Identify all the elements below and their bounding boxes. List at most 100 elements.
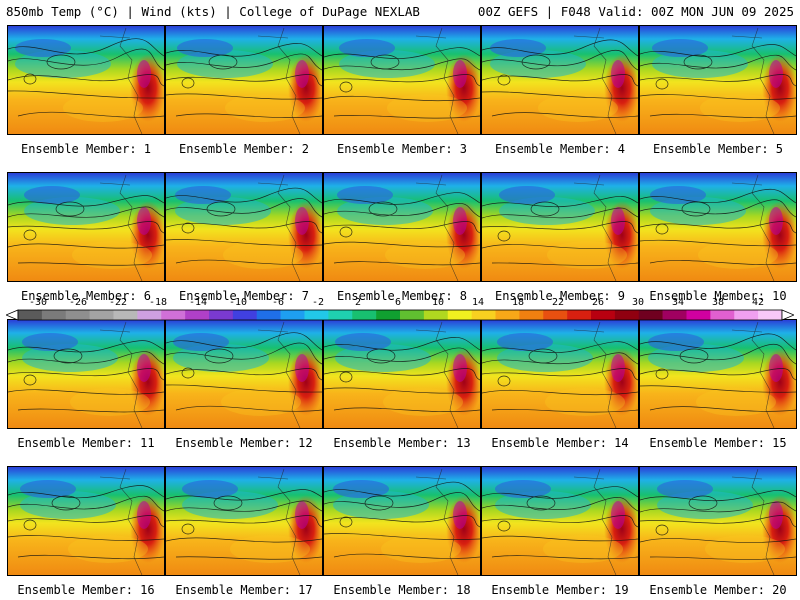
ensemble-member-label: Ensemble Member: 19 xyxy=(491,583,629,597)
temperature-map xyxy=(640,173,796,281)
ensemble-member-label: Ensemble Member: 11 xyxy=(17,436,155,450)
map-frame xyxy=(639,25,797,135)
temperature-map xyxy=(8,467,164,575)
ensemble-member-label: Ensemble Member: 6 xyxy=(20,289,152,303)
colorbar-left-arrow xyxy=(6,309,19,321)
ensemble-member-label: Ensemble Member: 16 xyxy=(17,583,155,597)
map-frame xyxy=(7,25,165,135)
ensemble-member-label: Ensemble Member: 15 xyxy=(649,436,787,450)
colorbar-segment xyxy=(185,310,210,320)
temperature-map xyxy=(166,467,322,575)
colorbar-tick-label: 2 xyxy=(354,297,362,308)
ensemble-member-label: Ensemble Member: 7 xyxy=(178,289,310,303)
colorbar-segment xyxy=(41,310,67,320)
map-frame xyxy=(7,319,165,429)
map-frame xyxy=(639,172,797,282)
ensemble-member-label: Ensemble Member: 20 xyxy=(649,583,787,597)
map-frame xyxy=(481,466,639,576)
colorbar-tick-label: -6 xyxy=(271,297,285,308)
colorbar-segment xyxy=(638,310,663,320)
map-frame xyxy=(7,172,165,282)
colorbar-segment xyxy=(614,310,640,320)
ensemble-member-label: Ensemble Member: 2 xyxy=(178,142,310,156)
colorbar-tick-label: -22 xyxy=(108,297,128,308)
temperature-map xyxy=(166,320,322,428)
colorbar-tick-label: 10 xyxy=(431,297,445,308)
colorbar-right-arrow xyxy=(781,309,794,321)
colorbar-segment xyxy=(734,310,759,320)
map-frame xyxy=(323,172,481,282)
colorbar-segment xyxy=(591,310,616,320)
colorbar-tick-label: 22 xyxy=(551,297,565,308)
temperature-map xyxy=(640,467,796,575)
colorbar-tick-label: -14 xyxy=(188,297,208,308)
temperature-map xyxy=(324,173,480,281)
colorbar-tick-label: 30 xyxy=(631,297,645,308)
colorbar-segment xyxy=(113,310,138,320)
map-frame xyxy=(323,319,481,429)
ensemble-member-label: Ensemble Member: 18 xyxy=(333,583,471,597)
colorbar-tick-label: -2 xyxy=(311,297,325,308)
colorbar-tick-label: -26 xyxy=(68,297,88,308)
colorbar-segment xyxy=(304,310,329,320)
ensemble-member-label: Ensemble Member: 5 xyxy=(652,142,784,156)
colorbar-segment xyxy=(89,310,114,320)
map-frame xyxy=(323,25,481,135)
colorbar-segment xyxy=(758,310,783,320)
temperature-colorbar: -30 -26 -22 -18 -14 -10 -6 -2 2 6 10 14 18 22 26 30 34 38… xyxy=(6,297,794,321)
colorbar-tick-label: 38 xyxy=(711,297,725,308)
colorbar-segment xyxy=(447,310,472,320)
colorbar-segment xyxy=(18,310,43,320)
map-frame xyxy=(323,466,481,576)
map-frame xyxy=(7,466,165,576)
colorbar-segment xyxy=(686,310,711,320)
temperature-map xyxy=(482,173,638,281)
colorbar-segment xyxy=(352,310,377,320)
colorbar-segment xyxy=(161,310,186,320)
ensemble-member-label: Ensemble Member: 13 xyxy=(333,436,471,450)
page-title: 850mb Temp (°C) | Wind (kts) | College o… xyxy=(6,4,420,19)
temperature-map xyxy=(166,173,322,281)
temperature-map xyxy=(324,467,480,575)
map-frame xyxy=(481,25,639,135)
ensemble-member-label: Ensemble Member: 14 xyxy=(491,436,629,450)
colorbar-tick-label: 6 xyxy=(394,297,402,308)
temperature-map xyxy=(482,320,638,428)
colorbar-segment xyxy=(280,310,305,320)
temperature-map xyxy=(8,26,164,134)
colorbar-segment xyxy=(471,310,496,320)
colorbar-segment xyxy=(567,310,592,320)
temperature-map xyxy=(640,320,796,428)
colorbar-tick-label: 42 xyxy=(751,297,765,308)
map-frame xyxy=(165,319,323,429)
temperature-map xyxy=(8,320,164,428)
colorbar-segment xyxy=(400,310,425,320)
colorbar-scale xyxy=(6,309,794,321)
colorbar-segment xyxy=(328,310,353,320)
map-frame xyxy=(165,172,323,282)
colorbar-segment xyxy=(543,310,568,320)
ensemble-member-label: Ensemble Member: 1 xyxy=(20,142,152,156)
colorbar-segment xyxy=(209,310,234,320)
map-frame xyxy=(639,466,797,576)
colorbar-segment xyxy=(376,310,401,320)
colorbar-labels: -30 -26 -22 -18 -14 -10 -6 -2 2 6 10 14 18 22 26 30 34 38… xyxy=(6,297,794,308)
colorbar-segment xyxy=(65,310,90,320)
colorbar-tick-label: -10 xyxy=(228,297,248,308)
temperature-map xyxy=(482,467,638,575)
ensemble-member-label: Ensemble Member: 3 xyxy=(336,142,468,156)
temperature-map xyxy=(324,320,480,428)
ensemble-member-label: Ensemble Member: 9 xyxy=(494,289,626,303)
map-frame xyxy=(481,319,639,429)
colorbar-tick-label: 34 xyxy=(671,297,685,308)
map-frame xyxy=(639,319,797,429)
map-frame xyxy=(165,25,323,135)
colorbar-segment xyxy=(232,310,258,320)
colorbar-segment xyxy=(710,310,735,320)
colorbar-segment xyxy=(519,310,544,320)
colorbar-segment xyxy=(423,310,449,320)
temperature-map xyxy=(482,26,638,134)
temperature-map xyxy=(324,26,480,134)
ensemble-member-label: Ensemble Member: 10 xyxy=(649,289,787,303)
